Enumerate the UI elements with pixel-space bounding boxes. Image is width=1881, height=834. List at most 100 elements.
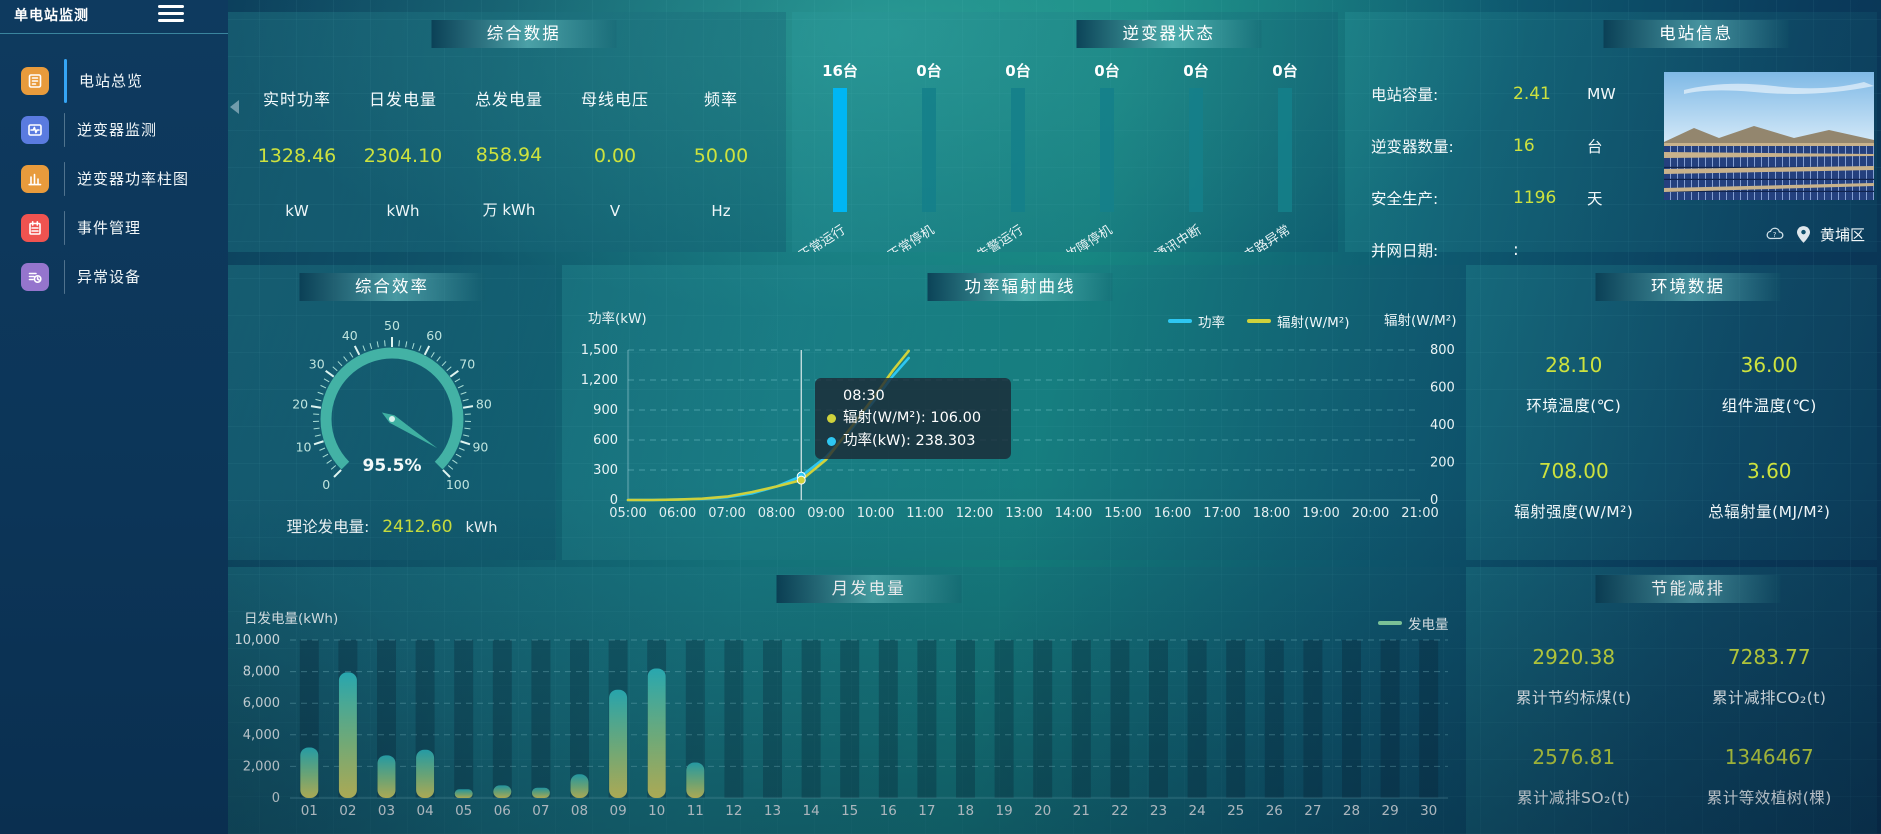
svg-text:20: 20 xyxy=(1034,803,1051,819)
weather-icon[interactable]: ? xyxy=(1765,226,1787,242)
metric-value: 28.10 xyxy=(1545,352,1603,377)
svg-text:?: ? xyxy=(1773,231,1777,239)
station-info-rows: 电站容量: 2.41 MW 逆变器数量: 16 台安全生产: 1196 天并网日期:: xyxy=(1371,68,1671,276)
panel-title: 月发电量 xyxy=(776,575,962,603)
svg-text:11:00: 11:00 xyxy=(906,506,943,521)
metric-label: 实时功率 xyxy=(262,90,331,109)
metric-label: 累计减排CO₂(t) xyxy=(1712,689,1827,708)
svg-text:40: 40 xyxy=(342,328,358,343)
svg-text:11: 11 xyxy=(687,803,704,819)
metric: 7283.77 累计减排CO₂(t) xyxy=(1672,627,1868,727)
sidebar-item-label: 异常设备 xyxy=(77,268,142,286)
svg-text:10: 10 xyxy=(296,440,312,455)
svg-text:17: 17 xyxy=(918,803,935,819)
metric-label: 累计等效植树(棵) xyxy=(1706,788,1832,807)
row-value: 2.41 xyxy=(1513,84,1551,104)
svg-text:600: 600 xyxy=(1430,381,1455,396)
svg-text:04: 04 xyxy=(417,803,434,819)
svg-text:09: 09 xyxy=(610,803,627,819)
hamburger-menu-icon[interactable] xyxy=(158,5,184,24)
metric-label: 总发电量 xyxy=(474,90,543,109)
abnormal-device-icon xyxy=(21,262,49,291)
metric: 2576.81 累计减排SO₂(t) xyxy=(1476,727,1672,827)
saving-metrics: 2920.38 累计节约标煤(t) 7283.77 累计减排CO₂(t) 2576.81… xyxy=(1476,627,1867,826)
svg-text:18:00: 18:00 xyxy=(1253,506,1290,521)
metric: 708.00 辐射强度(W/M²) xyxy=(1476,438,1672,545)
legend-item[interactable]: 辐射(W/M²) xyxy=(1247,311,1350,331)
svg-text:8,000: 8,000 xyxy=(243,665,280,680)
theoretical-generation-label: 理论发电量: xyxy=(286,518,370,536)
svg-text:19: 19 xyxy=(996,803,1013,819)
right-axis-label: 辐射(W/M²) xyxy=(1384,313,1457,329)
sidebar-item-4[interactable]: 异常设备 xyxy=(0,252,228,301)
legend-item[interactable]: 发电量 xyxy=(1378,613,1449,633)
metric-value: 0.00 xyxy=(593,145,637,167)
monthly-generation-chart[interactable]: 10,000 8,000 6,000 4,000 2,000 0 01 02 03 04 05 06 0… xyxy=(228,633,1460,828)
metric: 3.60 总辐射量(MJ/M²) xyxy=(1672,438,1868,545)
svg-text:26: 26 xyxy=(1266,803,1283,819)
svg-text:14:00: 14:00 xyxy=(1055,506,1092,521)
efficiency-gauge-chart[interactable]: 0 10 20 30 40 50 60 70 80 90 100 95.5% xyxy=(228,301,556,516)
svg-text:20: 20 xyxy=(292,396,308,411)
svg-text:200: 200 xyxy=(1430,456,1455,471)
svg-text:900: 900 xyxy=(593,403,618,418)
sidebar-item-3[interactable]: 事件管理 xyxy=(0,203,228,252)
sidebar-item-label: 电站总览 xyxy=(79,72,144,90)
panel-efficiency: 综合效率 0 10 20 30 40 50 60 70 80 90 100 95.5% 理论发电量: … xyxy=(228,265,556,560)
legend-item[interactable]: 功率 xyxy=(1168,311,1225,331)
panel-environment: 环境数据 28.10 环境温度(℃) 36.00 组件温度(℃) 708.00 辐射强度(… xyxy=(1466,265,1877,560)
svg-text:06: 06 xyxy=(494,803,511,819)
svg-text:支路异常: 支路异常 xyxy=(1241,222,1293,252)
svg-text:29: 29 xyxy=(1382,803,1399,819)
sidebar-item-0[interactable]: 电站总览 xyxy=(0,56,228,105)
metric-value: 2576.81 xyxy=(1532,744,1616,769)
row-unit: 台 xyxy=(1587,138,1603,156)
metric-value: 858.94 xyxy=(475,143,543,166)
event-icon xyxy=(21,213,49,242)
bar-axis-label: 日发电量(kWh) xyxy=(244,611,339,627)
menu-divider xyxy=(64,161,65,196)
metric-value: 36.00 xyxy=(1740,352,1798,377)
svg-text:08:00: 08:00 xyxy=(758,506,795,521)
svg-text:30: 30 xyxy=(309,356,325,371)
metric-label: 组件温度(℃) xyxy=(1721,396,1817,415)
sidebar-item-label: 逆变器监测 xyxy=(77,121,158,139)
panel-energy-saving: 节能减排 2920.38 累计节约标煤(t) 7283.77 累计减排CO₂(t) 25… xyxy=(1466,567,1877,834)
sidebar-collapse-arrow-icon[interactable] xyxy=(230,100,239,114)
station-info-row: 电站容量: 2.41 MW xyxy=(1371,68,1671,120)
station-photo xyxy=(1664,72,1874,200)
row-value: : xyxy=(1513,240,1519,260)
svg-text:18: 18 xyxy=(957,803,974,819)
svg-text:通讯中断: 通讯中断 xyxy=(1152,223,1204,252)
line-chart-legend: 功率 辐射(W/M²) xyxy=(1168,311,1350,331)
svg-text:07:00: 07:00 xyxy=(708,506,745,521)
svg-text:16: 16 xyxy=(880,803,897,819)
svg-text:02: 02 xyxy=(339,803,356,819)
sidebar-item-1[interactable]: 逆变器监测 xyxy=(0,105,228,154)
location-pin-icon[interactable] xyxy=(1796,225,1810,243)
tooltip-row: 功率(kW): 238.303 xyxy=(827,430,999,452)
summary-metrics: 实时功率 1328.46 kW 日发电量 2304.10 kWh 总发电量 858.94 万 k… xyxy=(244,64,774,240)
metric-unit: kW xyxy=(285,202,309,220)
svg-text:300: 300 xyxy=(593,463,618,478)
metric-label: 日发电量 xyxy=(368,90,437,109)
row-unit: 天 xyxy=(1587,190,1603,208)
sidebar-item-2[interactable]: 逆变器功率柱图 xyxy=(0,154,228,203)
bar-chart-legend: 发电量 xyxy=(1378,613,1449,633)
panel-title: 综合效率 xyxy=(299,273,485,301)
row-label: 逆变器数量: xyxy=(1371,138,1454,156)
theoretical-generation: 理论发电量: 2412.60 kWh xyxy=(228,515,556,537)
svg-text:20:00: 20:00 xyxy=(1352,506,1389,521)
svg-text:800: 800 xyxy=(1430,343,1455,358)
metric-label: 累计节约标煤(t) xyxy=(1515,689,1632,708)
svg-text:22: 22 xyxy=(1111,803,1128,819)
menu-divider xyxy=(64,112,65,147)
left-axis-label: 功率(kW) xyxy=(588,311,647,327)
svg-text:0: 0 xyxy=(272,791,280,806)
svg-text:0台: 0台 xyxy=(1094,62,1119,80)
panel-title: 环境数据 xyxy=(1595,273,1781,301)
overview-icon xyxy=(21,66,49,95)
